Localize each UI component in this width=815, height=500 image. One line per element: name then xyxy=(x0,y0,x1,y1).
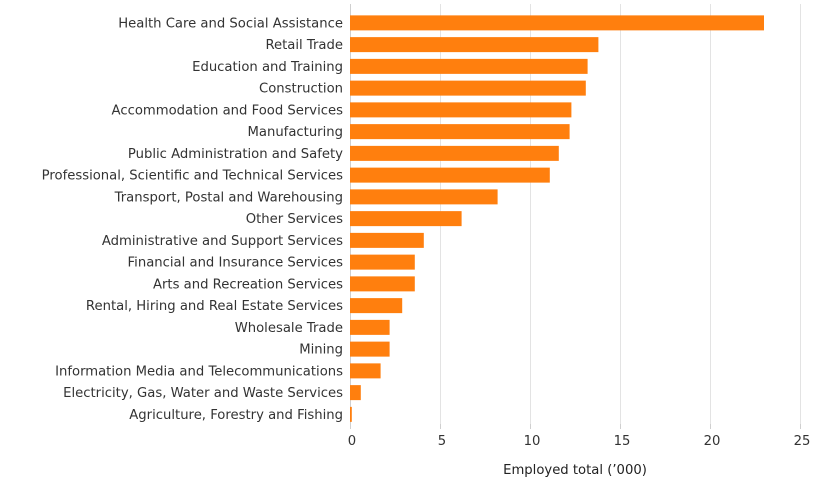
tick-label-20: 20 xyxy=(704,434,721,449)
category-label-2: Education and Training xyxy=(192,60,343,75)
tick-label-10: 10 xyxy=(524,434,541,449)
bar-17[interactable] xyxy=(350,385,361,401)
bar-18[interactable] xyxy=(350,406,352,422)
category-label-13: Rental, Hiring and Real Estate Services xyxy=(86,299,343,314)
bar-3[interactable] xyxy=(350,80,586,96)
category-label-14: Wholesale Trade xyxy=(235,321,343,336)
category-label-17: Electricity, Gas, Water and Waste Servic… xyxy=(63,386,343,401)
category-label-0: Health Care and Social Assistance xyxy=(118,16,343,31)
bar-9[interactable] xyxy=(350,211,462,227)
category-label-1: Retail Trade xyxy=(265,38,343,53)
bar-7[interactable] xyxy=(350,167,550,183)
category-label-7: Professional, Scientific and Technical S… xyxy=(42,169,343,184)
x-axis: 0 5 10 15 20 25 xyxy=(348,424,811,449)
bar-15[interactable] xyxy=(350,341,390,357)
category-label-6: Public Administration and Safety xyxy=(128,147,343,162)
bar-12[interactable] xyxy=(350,276,415,292)
bar-0[interactable] xyxy=(350,15,764,31)
bar-13[interactable] xyxy=(350,298,403,314)
category-label-3: Construction xyxy=(259,82,343,97)
category-labels: Health Care and Social Assistance Retail … xyxy=(42,16,344,423)
tick-label-5: 5 xyxy=(438,434,446,449)
category-label-18: Agriculture, Forestry and Fishing xyxy=(129,408,343,423)
category-label-10: Administrative and Support Services xyxy=(102,234,343,249)
category-label-8: Transport, Postal and Warehousing xyxy=(114,190,343,205)
bar-5[interactable] xyxy=(350,124,570,140)
category-label-11: Financial and Insurance Services xyxy=(128,256,344,271)
category-label-9: Other Services xyxy=(246,212,343,227)
category-label-16: Information Media and Telecommunications xyxy=(55,364,343,379)
bar-1[interactable] xyxy=(350,37,599,53)
category-label-15: Mining xyxy=(299,343,343,358)
bar-11[interactable] xyxy=(350,254,415,270)
bar-8[interactable] xyxy=(350,189,498,205)
bar-4[interactable] xyxy=(350,102,572,118)
category-label-12: Arts and Recreation Services xyxy=(153,277,343,292)
bars xyxy=(350,15,764,422)
tick-label-15: 15 xyxy=(614,434,631,449)
bar-10[interactable] xyxy=(350,232,424,248)
bar-6[interactable] xyxy=(350,145,559,161)
tick-label-0: 0 xyxy=(348,434,356,449)
category-label-5: Manufacturing xyxy=(248,125,344,140)
bar-16[interactable] xyxy=(350,363,381,379)
category-label-4: Accommodation and Food Services xyxy=(112,103,344,118)
bar-2[interactable] xyxy=(350,58,588,74)
tick-label-25: 25 xyxy=(794,434,811,449)
x-axis-title: Employed total (’000) xyxy=(503,463,647,478)
bar-14[interactable] xyxy=(350,319,390,335)
